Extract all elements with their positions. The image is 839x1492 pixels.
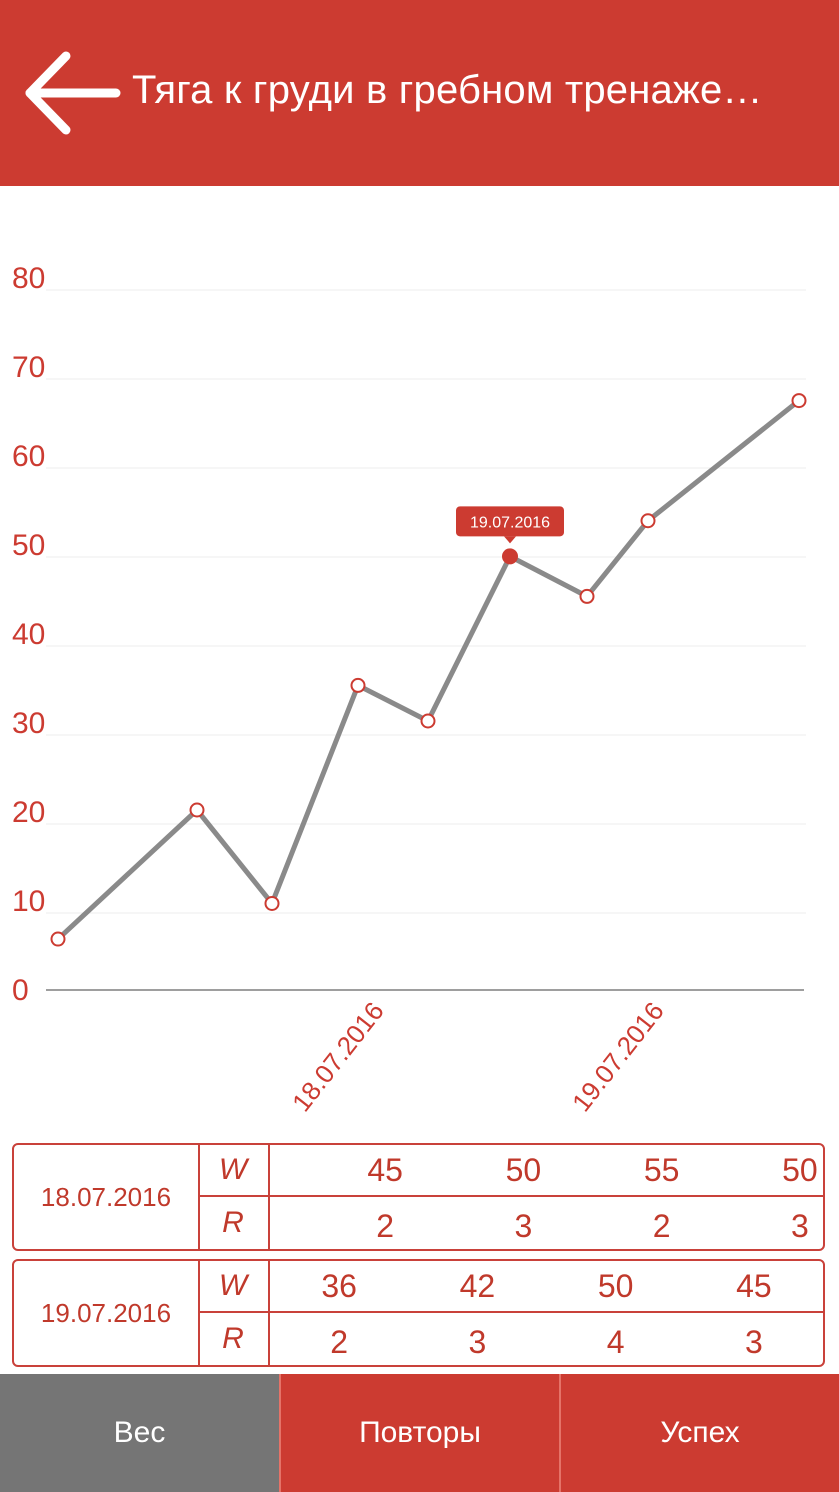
tooltip-pointer bbox=[504, 536, 516, 544]
weight-value: 36 bbox=[321, 1267, 357, 1304]
tab-weight[interactable]: Вес bbox=[0, 1374, 279, 1492]
reps-value: 2 bbox=[376, 1207, 395, 1244]
weight-row: 36 42 50 45 bbox=[270, 1261, 823, 1313]
weight-row-label: W bbox=[198, 1261, 268, 1313]
weight-value: 50 bbox=[505, 1151, 542, 1188]
reps-row-label: R bbox=[222, 1322, 244, 1355]
row-labels: W R bbox=[198, 1261, 270, 1365]
reps-value: 2 bbox=[330, 1323, 349, 1360]
reps-row: 2 3 4 3 bbox=[270, 1313, 823, 1365]
series-line bbox=[56, 398, 801, 941]
app-bar: Тяга к груди в гребном тренаже… bbox=[0, 0, 839, 186]
tooltip-box bbox=[456, 506, 564, 537]
y-tick-label: 50 bbox=[12, 529, 45, 562]
session-date: 18.07.2016 bbox=[14, 1145, 200, 1249]
weight-row-label: W bbox=[198, 1145, 268, 1197]
back-button[interactable] bbox=[22, 48, 122, 138]
y-tick-label: 70 bbox=[12, 351, 45, 384]
reps-value: 3 bbox=[514, 1207, 533, 1244]
weight-row: 45 50 55 50 bbox=[270, 1145, 823, 1197]
row-labels: W R bbox=[198, 1145, 270, 1249]
weight-value: 45 bbox=[367, 1151, 403, 1188]
weight-value: 55 bbox=[643, 1151, 680, 1188]
reps-value: 3 bbox=[790, 1207, 809, 1244]
arrow-left-icon bbox=[25, 51, 121, 135]
weight-value: 50 bbox=[782, 1151, 818, 1188]
reps-row: 2 3 2 3 bbox=[270, 1197, 823, 1249]
data-point bbox=[189, 802, 205, 818]
line-chart: 0 10 20 30 40 50 60 70 80 18.07.2016 19.07.2016 19.… bbox=[12, 262, 807, 1117]
set-values: 45 50 55 50 2 3 2 3 bbox=[270, 1145, 823, 1249]
progress-chart: 0 10 20 30 40 50 60 70 80 18.07.2016 19.07.2016 19.… bbox=[0, 186, 839, 1136]
reps-value: 3 bbox=[468, 1323, 487, 1360]
data-point bbox=[50, 931, 66, 947]
session-list: 18.07.2016 W R 45 50 55 50 2 3 2 3 19.07… bbox=[12, 1143, 827, 1375]
data-point bbox=[791, 393, 807, 409]
y-tick-label: 60 bbox=[12, 440, 45, 473]
session-date: 19.07.2016 bbox=[14, 1261, 200, 1365]
reps-row-label: R bbox=[222, 1206, 244, 1239]
data-point bbox=[264, 895, 280, 911]
y-tick-label: 0 bbox=[12, 974, 29, 1007]
weight-value: 50 bbox=[597, 1267, 634, 1304]
y-tick-label: 10 bbox=[12, 885, 45, 918]
reps-value: 3 bbox=[744, 1323, 763, 1360]
y-tick-label: 40 bbox=[12, 618, 45, 651]
weight-value: 42 bbox=[459, 1267, 496, 1304]
x-tick-label: 18.07.2016 bbox=[286, 996, 390, 1117]
selected-data-point bbox=[502, 548, 518, 565]
page-title: Тяга к груди в гребном тренаже… bbox=[132, 68, 763, 112]
session-card[interactable]: 18.07.2016 W R 45 50 55 50 2 3 2 3 bbox=[12, 1143, 825, 1251]
session-card[interactable]: 19.07.2016 W R 36 42 50 45 2 3 4 3 bbox=[12, 1259, 825, 1367]
reps-value: 2 bbox=[652, 1207, 671, 1244]
data-point bbox=[350, 677, 366, 693]
data-point bbox=[420, 713, 436, 729]
data-point bbox=[579, 588, 595, 604]
y-tick-label: 20 bbox=[12, 796, 45, 829]
tab-reps[interactable]: Повторы bbox=[279, 1374, 559, 1492]
bottom-tab-bar: Вес Повторы Успех bbox=[0, 1374, 839, 1492]
y-tick-label: 30 bbox=[12, 707, 45, 740]
tooltip-label: 19.07.2016 bbox=[470, 514, 550, 531]
data-point bbox=[640, 513, 656, 529]
weight-value: 45 bbox=[736, 1267, 772, 1304]
tab-success[interactable]: Успех bbox=[559, 1374, 839, 1492]
set-values: 36 42 50 45 2 3 4 3 bbox=[270, 1261, 823, 1365]
x-tick-label: 19.07.2016 bbox=[566, 996, 670, 1117]
y-tick-label: 80 bbox=[12, 262, 45, 295]
reps-value: 4 bbox=[606, 1323, 625, 1360]
